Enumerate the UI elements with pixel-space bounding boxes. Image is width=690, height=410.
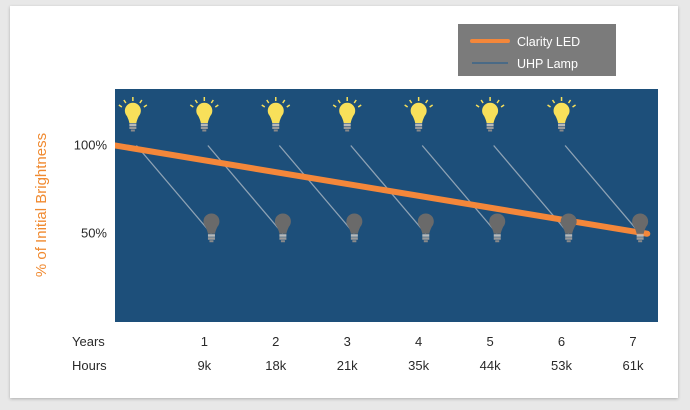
legend-label-clarity-led: Clarity LED — [517, 35, 580, 49]
x-tick-label: 3 — [344, 334, 351, 349]
x-tick-label: 7 — [629, 334, 636, 349]
x-tick-label: 21k — [337, 358, 358, 373]
dim-bulb-icon — [489, 213, 506, 243]
lit-bulb-icon — [261, 97, 291, 132]
legend: Clarity LED UHP Lamp — [458, 24, 616, 76]
chart: % of Initial Brightness 100% 50% Years 1 2 3… — [33, 24, 658, 373]
uhp-lamp-line-1 — [135, 145, 212, 235]
x-tick-label: 61k — [623, 358, 644, 373]
dim-bulb-icon — [417, 213, 434, 243]
x-tick-label: 2 — [272, 334, 279, 349]
x-tick-label: 6 — [558, 334, 565, 349]
x-row-header: Hours — [72, 358, 107, 373]
x-tick-label: 35k — [408, 358, 429, 373]
x-tick-label: 1 — [201, 334, 208, 349]
x-tick-label: 4 — [415, 334, 422, 349]
dim-bulb-icon — [560, 213, 577, 243]
lit-bulb-icon — [475, 97, 505, 132]
legend-box — [458, 24, 616, 76]
clarity-led-line — [115, 142, 651, 237]
dim-bulb-icon — [203, 213, 220, 243]
lit-bulb-icon — [332, 97, 362, 132]
y-tick-label: 100% — [74, 137, 108, 152]
x-tick-label: 9k — [197, 358, 211, 373]
x-tick-label: 5 — [486, 334, 493, 349]
dim-bulb-icon — [346, 213, 363, 243]
uhp-lamp-line-7 — [564, 145, 641, 235]
dim-bulb-icon — [274, 213, 291, 243]
x-tick-label: 44k — [480, 358, 501, 373]
lit-bulb-icon — [404, 97, 434, 132]
x-tick-label: 18k — [265, 358, 286, 373]
uhp-lamp-line-5 — [421, 145, 498, 235]
y-tick-label: 50% — [81, 226, 107, 241]
plot-area — [115, 89, 658, 322]
uhp-lamp-line-3 — [278, 145, 355, 235]
lit-bulb-icon — [118, 97, 148, 132]
y-axis-label: % of Initial Brightness — [33, 133, 50, 277]
dim-bulb-icon — [632, 213, 649, 243]
chart-card: % of Initial Brightness 100% 50% Years 1 2 3… — [10, 6, 678, 398]
legend-label-uhp-lamp: UHP Lamp — [517, 57, 578, 71]
x-row-header: Years — [72, 334, 105, 349]
x-tick-label: 53k — [551, 358, 572, 373]
lit-bulb-icon — [547, 97, 576, 132]
lit-bulb-icon — [189, 97, 219, 132]
